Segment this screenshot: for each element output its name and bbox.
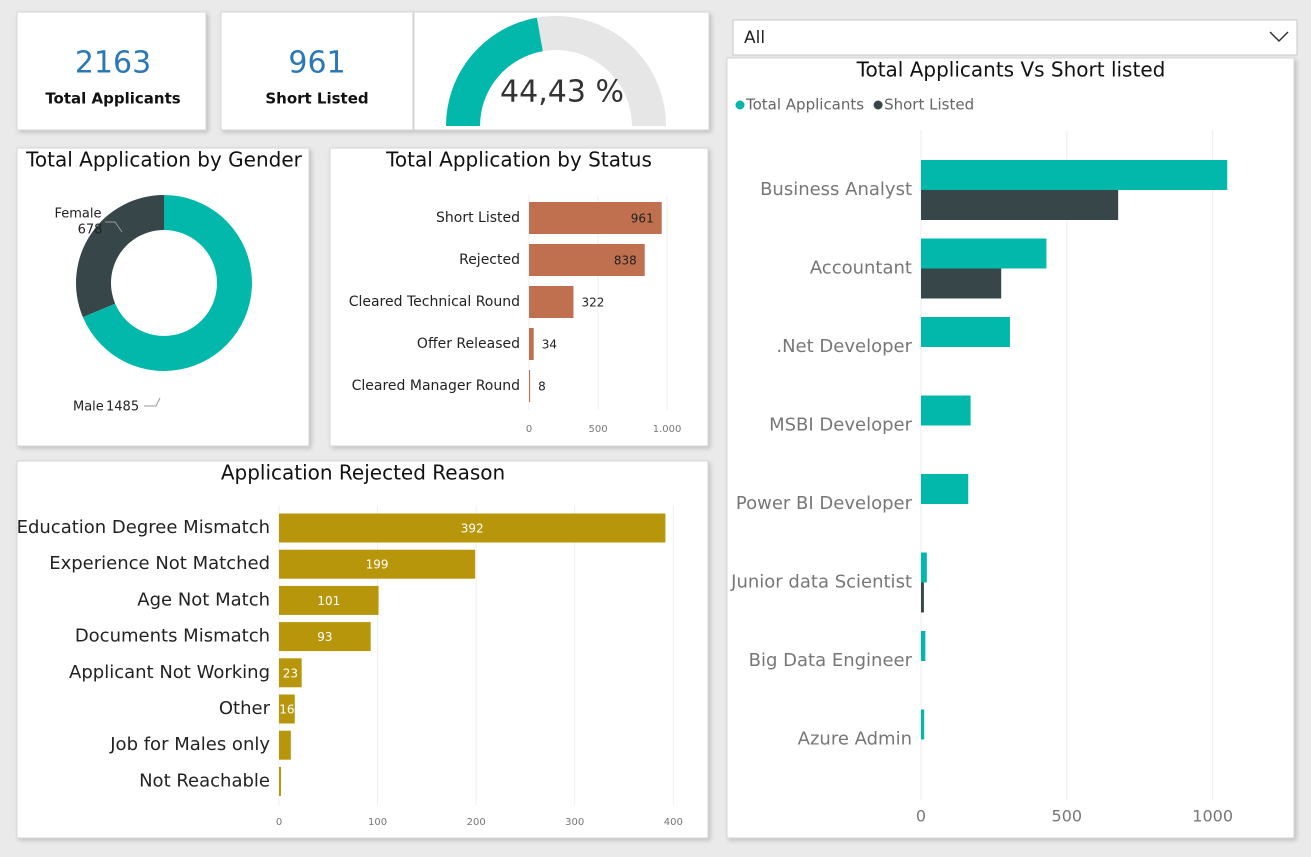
dropdown-arrow[interactable]: [1269, 31, 1289, 43]
bar: [279, 549, 476, 579]
chart-title: Application Rejected Reason: [221, 461, 505, 485]
category-label: Cleared Manager Round: [352, 378, 520, 394]
card-value: 2163: [75, 46, 151, 81]
bar: [279, 658, 302, 688]
category-label: Education Degree Mismatch: [17, 517, 270, 538]
category-label: Power BI Developer: [736, 493, 913, 514]
data-label: 34: [542, 338, 557, 352]
bar: [279, 730, 291, 760]
bar: [921, 709, 925, 740]
legend-label: Total Applicants: [745, 96, 864, 114]
bar: [279, 694, 295, 724]
leader-line: [105, 221, 123, 233]
category-label: Other: [219, 698, 271, 719]
category-label: Business Analyst: [760, 179, 912, 200]
category-label: Big Data Engineer: [749, 650, 913, 671]
card-label: Short Listed: [265, 90, 368, 108]
gauge-value: [446, 17, 543, 127]
gender-panel: [16, 147, 310, 447]
x-tick-label: 100: [368, 817, 387, 828]
data-label: 8: [538, 380, 546, 394]
bar: [921, 631, 926, 661]
bar: [921, 268, 1002, 299]
card-panel: [220, 11, 414, 131]
category-label: Short Listed: [436, 210, 520, 226]
x-tick-label: 400: [664, 817, 683, 828]
slice-value: 678: [78, 223, 103, 238]
category-label: Job for Males only: [109, 734, 270, 755]
bar: [921, 582, 924, 613]
bar: [529, 370, 531, 402]
bar: [529, 328, 534, 360]
bar: [921, 474, 969, 504]
bar: [921, 395, 971, 426]
chart-title: Total Applicants Vs Short listed: [856, 58, 1166, 82]
category-label: Age Not Match: [137, 589, 270, 610]
x-tick-label: 300: [565, 817, 584, 828]
card-value: 961: [288, 46, 345, 81]
category-label: .Net Developer: [776, 336, 912, 357]
category-label: Rejected: [459, 252, 520, 268]
x-tick-label: 200: [467, 817, 486, 828]
bar: [529, 244, 645, 276]
bar: [279, 766, 281, 796]
bar: [921, 190, 1119, 220]
data-label: 23: [283, 666, 298, 680]
donut-slice: [76, 195, 164, 318]
legend-marker: [735, 100, 745, 110]
category-label: MSBI Developer: [769, 415, 913, 436]
category-label: Junior data Scientist: [730, 572, 912, 593]
bar: [279, 513, 666, 543]
status-panel: [329, 147, 709, 447]
data-label: 392: [461, 522, 484, 536]
data-label: 961: [631, 212, 654, 226]
dropdown[interactable]: [732, 19, 1298, 56]
data-label: 322: [581, 296, 604, 310]
bar: [921, 552, 927, 583]
x-tick-label: 500: [589, 424, 608, 435]
x-tick-label: 0: [916, 807, 926, 826]
bar: [529, 286, 574, 318]
data-label: 16: [279, 703, 294, 717]
slice-value: 1485: [106, 400, 139, 415]
category-label: Azure Admin: [798, 729, 912, 750]
x-tick-label: 0: [276, 817, 282, 828]
dropdown-value[interactable]: All: [744, 28, 765, 48]
bar: [279, 585, 379, 615]
category-label: Offer Released: [417, 336, 520, 352]
data-label: 93: [317, 630, 332, 644]
legend-marker: [873, 100, 883, 110]
category-label: Cleared Technical Round: [349, 294, 520, 310]
bar: [921, 238, 1047, 269]
x-tick-label: 500: [1052, 807, 1083, 826]
bar: [279, 622, 371, 652]
gauge-label: 44,43 %: [500, 75, 624, 110]
legend-label: Short Listed: [884, 96, 974, 114]
bar: [921, 160, 1228, 190]
slice-label: Male: [73, 400, 104, 415]
category-label: Applicant Not Working: [69, 662, 270, 683]
data-label: 199: [366, 558, 389, 572]
card-panel: [16, 11, 207, 131]
data-label: 101: [317, 594, 340, 608]
donut-slice: [82, 195, 253, 372]
data-label: 838: [614, 254, 637, 268]
x-tick-label: 1000: [1192, 807, 1233, 826]
category-label: Accountant: [810, 258, 912, 279]
category-label: Documents Mismatch: [75, 626, 270, 647]
x-tick-label: 0: [526, 424, 532, 435]
x-tick-label: 1.000: [653, 424, 682, 435]
category-label: Not Reachable: [139, 770, 270, 791]
chart-title: Total Application by Gender: [25, 148, 303, 172]
bar: [921, 317, 1010, 347]
bar: [529, 202, 662, 234]
chart-title: Total Application by Status: [385, 148, 652, 172]
slice-label: Female: [54, 207, 101, 222]
card-label: Total Applicants: [45, 90, 180, 108]
leader-line: [144, 397, 161, 407]
category-label: Experience Not Matched: [49, 553, 270, 574]
